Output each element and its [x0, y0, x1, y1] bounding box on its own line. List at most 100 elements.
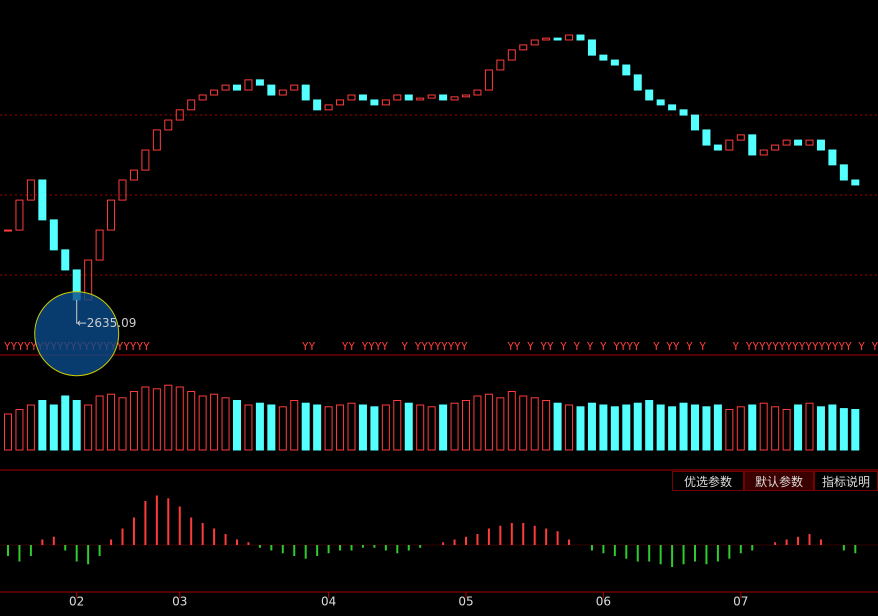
candle-body — [118, 179, 127, 201]
candle-body — [107, 199, 116, 231]
candle-body — [404, 94, 413, 101]
volume-bar — [49, 404, 58, 451]
volume-bar — [267, 404, 276, 451]
volume-bar — [336, 404, 345, 451]
volume-bar — [324, 406, 333, 451]
volume-bar — [393, 400, 402, 451]
x-tick-label: 02 — [69, 595, 84, 609]
candle-body — [828, 149, 837, 166]
volume-bar — [72, 400, 81, 451]
volume-bar — [416, 404, 425, 451]
volume-bar — [794, 404, 803, 451]
volume-bar — [530, 397, 539, 451]
volume-bar — [599, 404, 608, 451]
volume-bar — [622, 404, 631, 451]
candle-body — [324, 104, 333, 111]
candle-body — [576, 34, 585, 41]
volume-bar — [347, 402, 356, 451]
candle-body — [221, 84, 230, 91]
candle-body — [38, 179, 47, 221]
volume-bar — [233, 400, 241, 451]
candle-body — [313, 99, 322, 111]
candle-body — [782, 139, 791, 146]
button[interactable]: 默认参数 — [744, 471, 814, 491]
volume-bar — [278, 406, 287, 451]
volume-bar — [702, 406, 711, 451]
candle-body — [805, 139, 814, 146]
candle-body — [599, 54, 608, 61]
volume-bar — [782, 409, 791, 451]
volume-bar — [816, 406, 825, 451]
volume-bar — [691, 404, 699, 451]
volume-bar — [565, 404, 574, 451]
candle-body — [519, 44, 528, 51]
candle-body — [668, 104, 677, 111]
candle-body — [736, 134, 745, 141]
volume-bar — [828, 404, 837, 451]
x-tick-label: 05 — [458, 595, 473, 609]
candle-body — [301, 84, 310, 101]
candle-body — [610, 59, 619, 66]
candle-body — [210, 89, 219, 96]
candle-body — [61, 249, 70, 271]
candle-body — [370, 99, 379, 106]
volume-bar — [587, 402, 596, 451]
volume-bar — [496, 397, 505, 451]
button[interactable]: 指标说明 — [814, 471, 878, 491]
candle-body — [587, 39, 596, 56]
volume-bar — [404, 402, 413, 451]
volume-bar — [839, 408, 848, 451]
button[interactable]: 优选参数 — [672, 471, 744, 491]
candle-body — [416, 97, 425, 101]
volume-bar — [725, 409, 734, 451]
candle-body — [187, 99, 196, 111]
candle-body — [175, 109, 184, 121]
candle-body — [759, 149, 768, 156]
candle-body — [496, 59, 505, 71]
signal-row: YYYYYYYYYYYYYYYYYYYYYY YY YY YYYY Y YYYY… — [4, 340, 878, 353]
candle-body — [336, 99, 345, 106]
volume-bar — [542, 400, 551, 451]
volume-bar — [519, 395, 528, 451]
candle-body — [4, 229, 12, 232]
volume-bar — [38, 400, 47, 451]
candle-body — [358, 94, 367, 101]
candle-body — [794, 139, 803, 146]
candle-body — [427, 94, 436, 99]
volume-bar — [462, 400, 470, 451]
volume-bar — [427, 406, 436, 451]
candle-body — [244, 79, 253, 91]
candle-body — [484, 69, 493, 91]
volume-bar — [645, 400, 654, 451]
volume-bar — [553, 402, 562, 451]
volume-bar — [61, 395, 70, 451]
volume-bar — [95, 395, 104, 451]
volume-bar — [370, 406, 379, 451]
volume-bar — [473, 395, 482, 451]
highlight-circle — [34, 291, 120, 377]
candle-body — [851, 179, 860, 186]
volume-bar — [668, 406, 677, 451]
candle-body — [278, 89, 287, 96]
candle-body — [49, 219, 58, 251]
volume-bar — [129, 391, 138, 451]
x-tick-label: 04 — [321, 595, 336, 609]
volume-bar — [118, 397, 127, 451]
candle-body — [164, 119, 173, 131]
candle-body — [645, 89, 654, 101]
candle-body — [141, 149, 150, 171]
x-tick-label: 03 — [172, 595, 187, 609]
candle-body — [748, 134, 757, 156]
candle-body — [816, 139, 825, 151]
candle-body — [713, 144, 722, 151]
volume-bar — [187, 391, 196, 451]
volume-bar — [805, 402, 814, 451]
volume-bar — [484, 393, 493, 451]
volume-bar — [107, 393, 116, 451]
volume-bar — [736, 406, 745, 451]
x-tick-label: 07 — [733, 595, 748, 609]
candle-body — [152, 129, 161, 151]
candle-body — [839, 164, 848, 181]
candle-body — [633, 74, 642, 91]
candle-body — [393, 94, 402, 101]
